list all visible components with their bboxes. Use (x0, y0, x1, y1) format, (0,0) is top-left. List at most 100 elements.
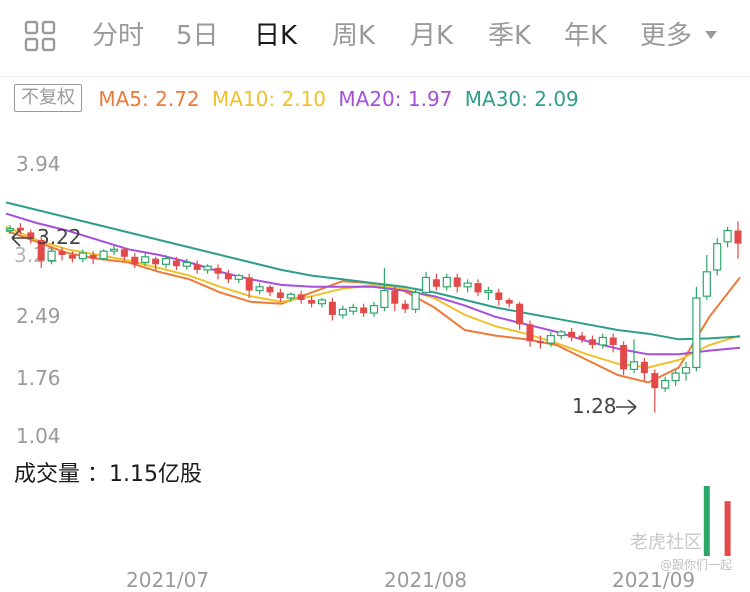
community-watermark: 老虎社区 (630, 532, 702, 553)
candle (713, 238, 722, 276)
high-price-annotation: 3.22 (37, 225, 82, 249)
candle (536, 335, 544, 349)
candle (47, 247, 56, 265)
candle (661, 376, 670, 392)
candle (16, 223, 24, 235)
arrow-right-icon (616, 399, 637, 415)
candle (453, 273, 461, 293)
date-tick-jul: 2021/07 (126, 568, 210, 592)
price-tick-mid: 2.49 (16, 304, 61, 328)
tab-monthly-k[interactable]: 月K (410, 21, 454, 51)
candle (526, 320, 534, 347)
ma-indicator-row: 不复权 MA5: 2.72 MA10: 2.10 MA20: 1.97 MA30… (14, 84, 585, 114)
tab-daily-k[interactable]: 日K (254, 21, 298, 51)
tab-weekly-k[interactable]: 周K (332, 21, 376, 51)
candle (193, 260, 201, 274)
ma10-label: MA10: 2.10 (212, 87, 327, 111)
candle (234, 273, 243, 284)
adjust-mode-button[interactable]: 不复权 (14, 84, 82, 112)
candle (214, 264, 222, 280)
price-tick-lower: 1.76 (16, 366, 61, 390)
candle (380, 268, 389, 312)
candle (286, 292, 295, 302)
candle (266, 284, 274, 297)
candle (495, 288, 503, 306)
candle (360, 303, 368, 317)
period-tab-bar: 分时 5日 日K 周K 月K 季K 年K 更多 (0, 0, 750, 77)
candle (516, 301, 524, 330)
ma30-label: MA30: 2.09 (464, 87, 579, 111)
candle (245, 273, 253, 299)
low-price-annotation: 1.28 (572, 394, 617, 418)
candle (484, 286, 493, 300)
candle (276, 288, 284, 302)
candle (442, 273, 451, 291)
candle (308, 296, 316, 308)
candle (349, 303, 358, 315)
tab-more[interactable]: 更多 (640, 21, 693, 51)
candle (297, 290, 305, 304)
candle (317, 298, 327, 308)
candle (131, 253, 139, 269)
candle (692, 286, 701, 372)
candle (463, 279, 472, 293)
volume-label: 成交量 ：1.15亿股 (14, 462, 202, 487)
candle (328, 298, 336, 321)
candle (141, 253, 150, 267)
candle (401, 299, 409, 314)
price-tick-top: 3.94 (16, 152, 61, 176)
candle (203, 264, 212, 274)
candle (681, 361, 691, 381)
candle (723, 226, 732, 248)
candle (578, 331, 586, 344)
ma20-label: MA20: 1.97 (338, 87, 453, 111)
price-tick-bottom: 1.04 (16, 424, 61, 448)
candle (58, 247, 66, 261)
caret-down-icon[interactable] (705, 31, 717, 39)
tab-intraday[interactable]: 分时 (92, 21, 145, 51)
tab-yearly-k[interactable]: 年K (564, 21, 608, 51)
tab-quarterly-k[interactable]: 季K (488, 21, 532, 51)
candle (432, 273, 440, 291)
candle (620, 341, 628, 375)
ma30-line (5, 201, 741, 341)
candle (609, 333, 617, 353)
candle (421, 271, 431, 297)
candle (68, 251, 76, 263)
candle (37, 236, 45, 269)
candle (89, 251, 97, 265)
candle (598, 333, 607, 349)
candle (78, 249, 87, 263)
ma5-label: MA5: 2.72 (98, 87, 200, 111)
candle (671, 369, 680, 387)
candle (369, 301, 379, 317)
candle (629, 339, 639, 374)
ma10-line (5, 225, 741, 369)
candle (338, 305, 347, 319)
candle (109, 245, 119, 255)
date-tick-aug: 2021/08 (384, 568, 468, 592)
arrow-left-icon (11, 229, 34, 247)
candle (27, 229, 35, 244)
candle (474, 279, 482, 297)
candle (255, 283, 264, 295)
candle (734, 221, 742, 259)
grid-icon[interactable] (24, 20, 56, 52)
candle (152, 256, 160, 270)
tab-5day[interactable]: 5日 (176, 21, 219, 51)
candle (5, 224, 15, 235)
candle (182, 258, 191, 270)
candle (161, 254, 171, 269)
candle (557, 329, 566, 340)
candle (546, 331, 555, 347)
candle (120, 247, 128, 261)
candle (702, 254, 711, 300)
candle (411, 288, 420, 314)
user-watermark: @跟你们一起 (660, 558, 733, 572)
candle (391, 286, 399, 312)
candle (640, 358, 648, 381)
candle (588, 335, 596, 349)
candle (505, 298, 513, 308)
candle (99, 249, 108, 261)
